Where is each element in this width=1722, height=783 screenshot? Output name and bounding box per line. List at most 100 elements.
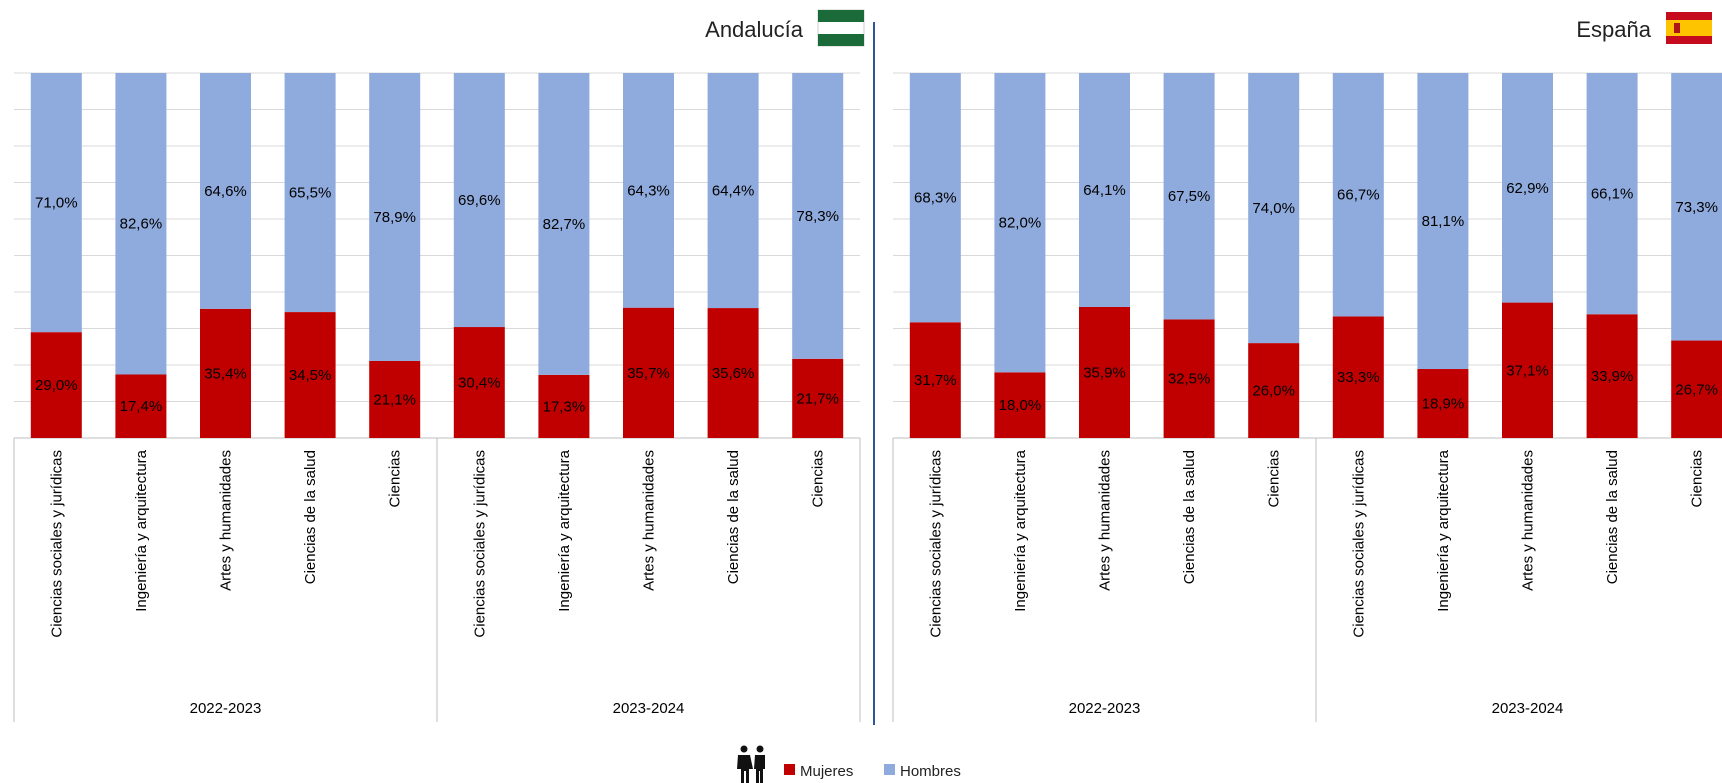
data-label-hombres: 62,9% [1506, 180, 1549, 197]
bar-mujeres [1248, 343, 1300, 438]
andalucia-flag-icon [817, 9, 865, 47]
data-label-hombres: 64,4% [712, 183, 755, 200]
bar-hombres [909, 73, 961, 323]
data-label-hombres: 82,7% [543, 216, 586, 233]
bar-mujeres [1079, 306, 1130, 438]
data-label-mujeres: 26,7% [1675, 381, 1718, 398]
legend-label-mujeres: Mujeres [800, 763, 853, 780]
bar-mujeres [1502, 302, 1553, 438]
bar-mujeres [1671, 340, 1722, 438]
category-label: Ciencias de la salud [1181, 450, 1198, 584]
chart-legend: Mujeres Hombres [737, 745, 961, 783]
bar-hombres [453, 73, 505, 328]
bar-mujeres [1163, 319, 1215, 438]
category-label: Ciencias sociales y jurídicas [1350, 450, 1367, 638]
data-label-hombres: 64,3% [627, 182, 670, 199]
bar-hombres [1502, 73, 1553, 303]
data-label-mujeres: 30,4% [458, 375, 501, 392]
bar-hombres [1332, 73, 1384, 317]
bar-hombres [1417, 73, 1469, 370]
data-label-mujeres: 37,1% [1506, 362, 1549, 379]
category-label: Ciencias [1266, 450, 1283, 508]
data-label-hombres: 82,0% [999, 215, 1042, 232]
data-label-hombres: 71,0% [35, 195, 78, 212]
bar-hombres [284, 73, 336, 313]
data-label-mujeres: 33,9% [1591, 368, 1634, 385]
data-label-mujeres: 35,7% [627, 365, 670, 382]
data-label-hombres: 65,5% [289, 185, 332, 202]
data-label-mujeres: 35,4% [204, 365, 247, 382]
data-label-mujeres: 18,9% [1422, 396, 1465, 413]
bar-hombres [1248, 73, 1300, 344]
bar-hombres [707, 73, 759, 309]
bar-hombres [792, 73, 844, 359]
data-label-mujeres: 17,4% [120, 398, 163, 415]
panel-title: Andalucía [705, 17, 804, 42]
category-label: Artes y humanidades [1097, 450, 1114, 591]
period-label: 2022-2023 [190, 700, 262, 717]
data-label-hombres: 78,9% [373, 209, 416, 226]
data-label-mujeres: 32,5% [1168, 371, 1211, 388]
data-label-mujeres: 34,5% [289, 367, 332, 384]
period-label: 2023-2024 [613, 700, 685, 717]
bar-hombres [994, 73, 1046, 373]
category-label: Ingeniería y arquitectura [133, 449, 150, 611]
panel-0: Andalucía 29,0% 71,0% Ciencias sociales y j… [13, 9, 865, 722]
category-label: Ciencias sociales y jurídicas [48, 450, 65, 638]
bar-mujeres [1332, 316, 1384, 438]
spain-flag-icon [1666, 12, 1712, 44]
data-label-hombres: 69,6% [458, 192, 501, 209]
legend-swatch-mujeres [784, 764, 795, 775]
data-label-mujeres: 21,7% [796, 390, 839, 407]
bar-hombres [200, 73, 251, 309]
bar-mujeres [284, 312, 336, 438]
data-label-mujeres: 35,6% [712, 365, 755, 382]
category-label: Ciencias [1689, 450, 1706, 508]
data-label-hombres: 82,6% [120, 216, 163, 233]
bar-hombres [30, 73, 82, 333]
data-label-hombres: 66,1% [1591, 186, 1634, 203]
category-label: Ingeniería y arquitectura [1012, 449, 1029, 611]
bar-mujeres [792, 358, 844, 438]
data-label-hombres: 81,1% [1422, 213, 1465, 230]
bar-mujeres [115, 374, 167, 438]
data-label-hombres: 74,0% [1252, 200, 1295, 217]
bar-mujeres [1417, 369, 1469, 438]
category-label: Artes y humanidades [1520, 450, 1537, 591]
legend-swatch-hombres [884, 764, 895, 775]
panel-1: España 31,7% 68,3% Ciencias sociales y jurí… [892, 12, 1722, 722]
category-label: Ciencias de la salud [302, 450, 319, 584]
data-label-mujeres: 26,0% [1252, 383, 1295, 400]
category-label: Ciencias de la salud [725, 450, 742, 584]
bar-mujeres [538, 374, 590, 438]
category-label: Ciencias sociales y jurídicas [927, 450, 944, 638]
bar-mujeres [909, 322, 961, 438]
data-label-hombres: 66,7% [1337, 187, 1380, 204]
bar-mujeres [1586, 314, 1638, 438]
data-label-mujeres: 18,0% [999, 397, 1042, 414]
data-label-hombres: 64,1% [1083, 182, 1126, 199]
data-label-hombres: 73,3% [1675, 199, 1718, 216]
couple-people-icon [737, 745, 765, 783]
category-label: Ingeniería y arquitectura [1435, 449, 1452, 611]
panel-title: España [1576, 17, 1651, 42]
period-label: 2022-2023 [1069, 700, 1141, 717]
bar-hombres [1079, 73, 1130, 307]
data-label-hombres: 78,3% [796, 208, 839, 225]
data-label-mujeres: 31,7% [914, 372, 957, 389]
data-label-hombres: 68,3% [914, 190, 957, 207]
category-label: Artes y humanidades [641, 450, 658, 591]
bar-hombres [369, 73, 421, 361]
data-label-hombres: 64,6% [204, 183, 247, 200]
bar-mujeres [453, 327, 505, 438]
bar-hombres [1671, 73, 1722, 341]
category-label: Artes y humanidades [218, 450, 235, 591]
legend-label-hombres: Hombres [900, 763, 961, 780]
bar-mujeres [707, 308, 759, 438]
period-label: 2023-2024 [1492, 700, 1564, 717]
bar-hombres [115, 73, 167, 375]
bar-hombres [623, 73, 674, 308]
data-label-hombres: 67,5% [1168, 188, 1211, 205]
data-label-mujeres: 35,9% [1083, 364, 1126, 381]
